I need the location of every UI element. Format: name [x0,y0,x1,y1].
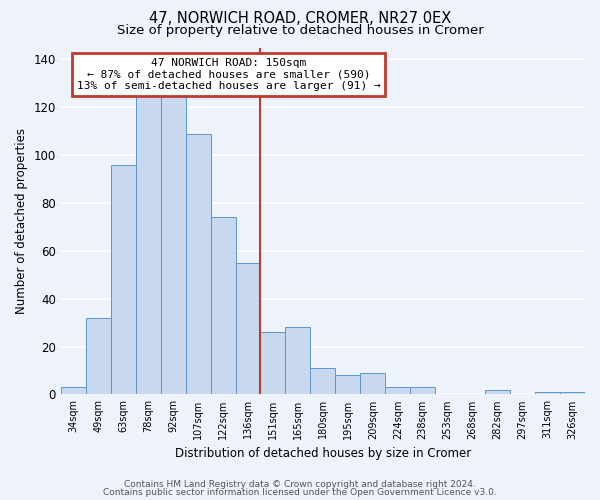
Bar [335,376,361,394]
X-axis label: Distribution of detached houses by size in Cromer: Distribution of detached houses by size … [175,447,471,460]
Bar [211,218,236,394]
Bar [86,318,111,394]
Bar [310,368,335,394]
Bar [185,134,211,394]
Bar [410,388,435,394]
Text: 47, NORWICH ROAD, CROMER, NR27 0EX: 47, NORWICH ROAD, CROMER, NR27 0EX [149,11,451,26]
Bar [286,328,310,394]
Bar [385,388,410,394]
Bar [535,392,560,394]
Bar [485,390,510,394]
Bar [236,263,260,394]
Text: Size of property relative to detached houses in Cromer: Size of property relative to detached ho… [116,24,484,37]
Text: 47 NORWICH ROAD: 150sqm
← 87% of detached houses are smaller (590)
13% of semi-d: 47 NORWICH ROAD: 150sqm ← 87% of detache… [77,58,380,91]
Text: Contains HM Land Registry data © Crown copyright and database right 2024.: Contains HM Land Registry data © Crown c… [124,480,476,489]
Bar [260,332,286,394]
Y-axis label: Number of detached properties: Number of detached properties [15,128,28,314]
Text: Contains public sector information licensed under the Open Government Licence v3: Contains public sector information licen… [103,488,497,497]
Bar [161,76,185,394]
Bar [136,76,161,394]
Bar [111,164,136,394]
Bar [361,373,385,394]
Bar [61,388,86,394]
Bar [560,392,585,394]
